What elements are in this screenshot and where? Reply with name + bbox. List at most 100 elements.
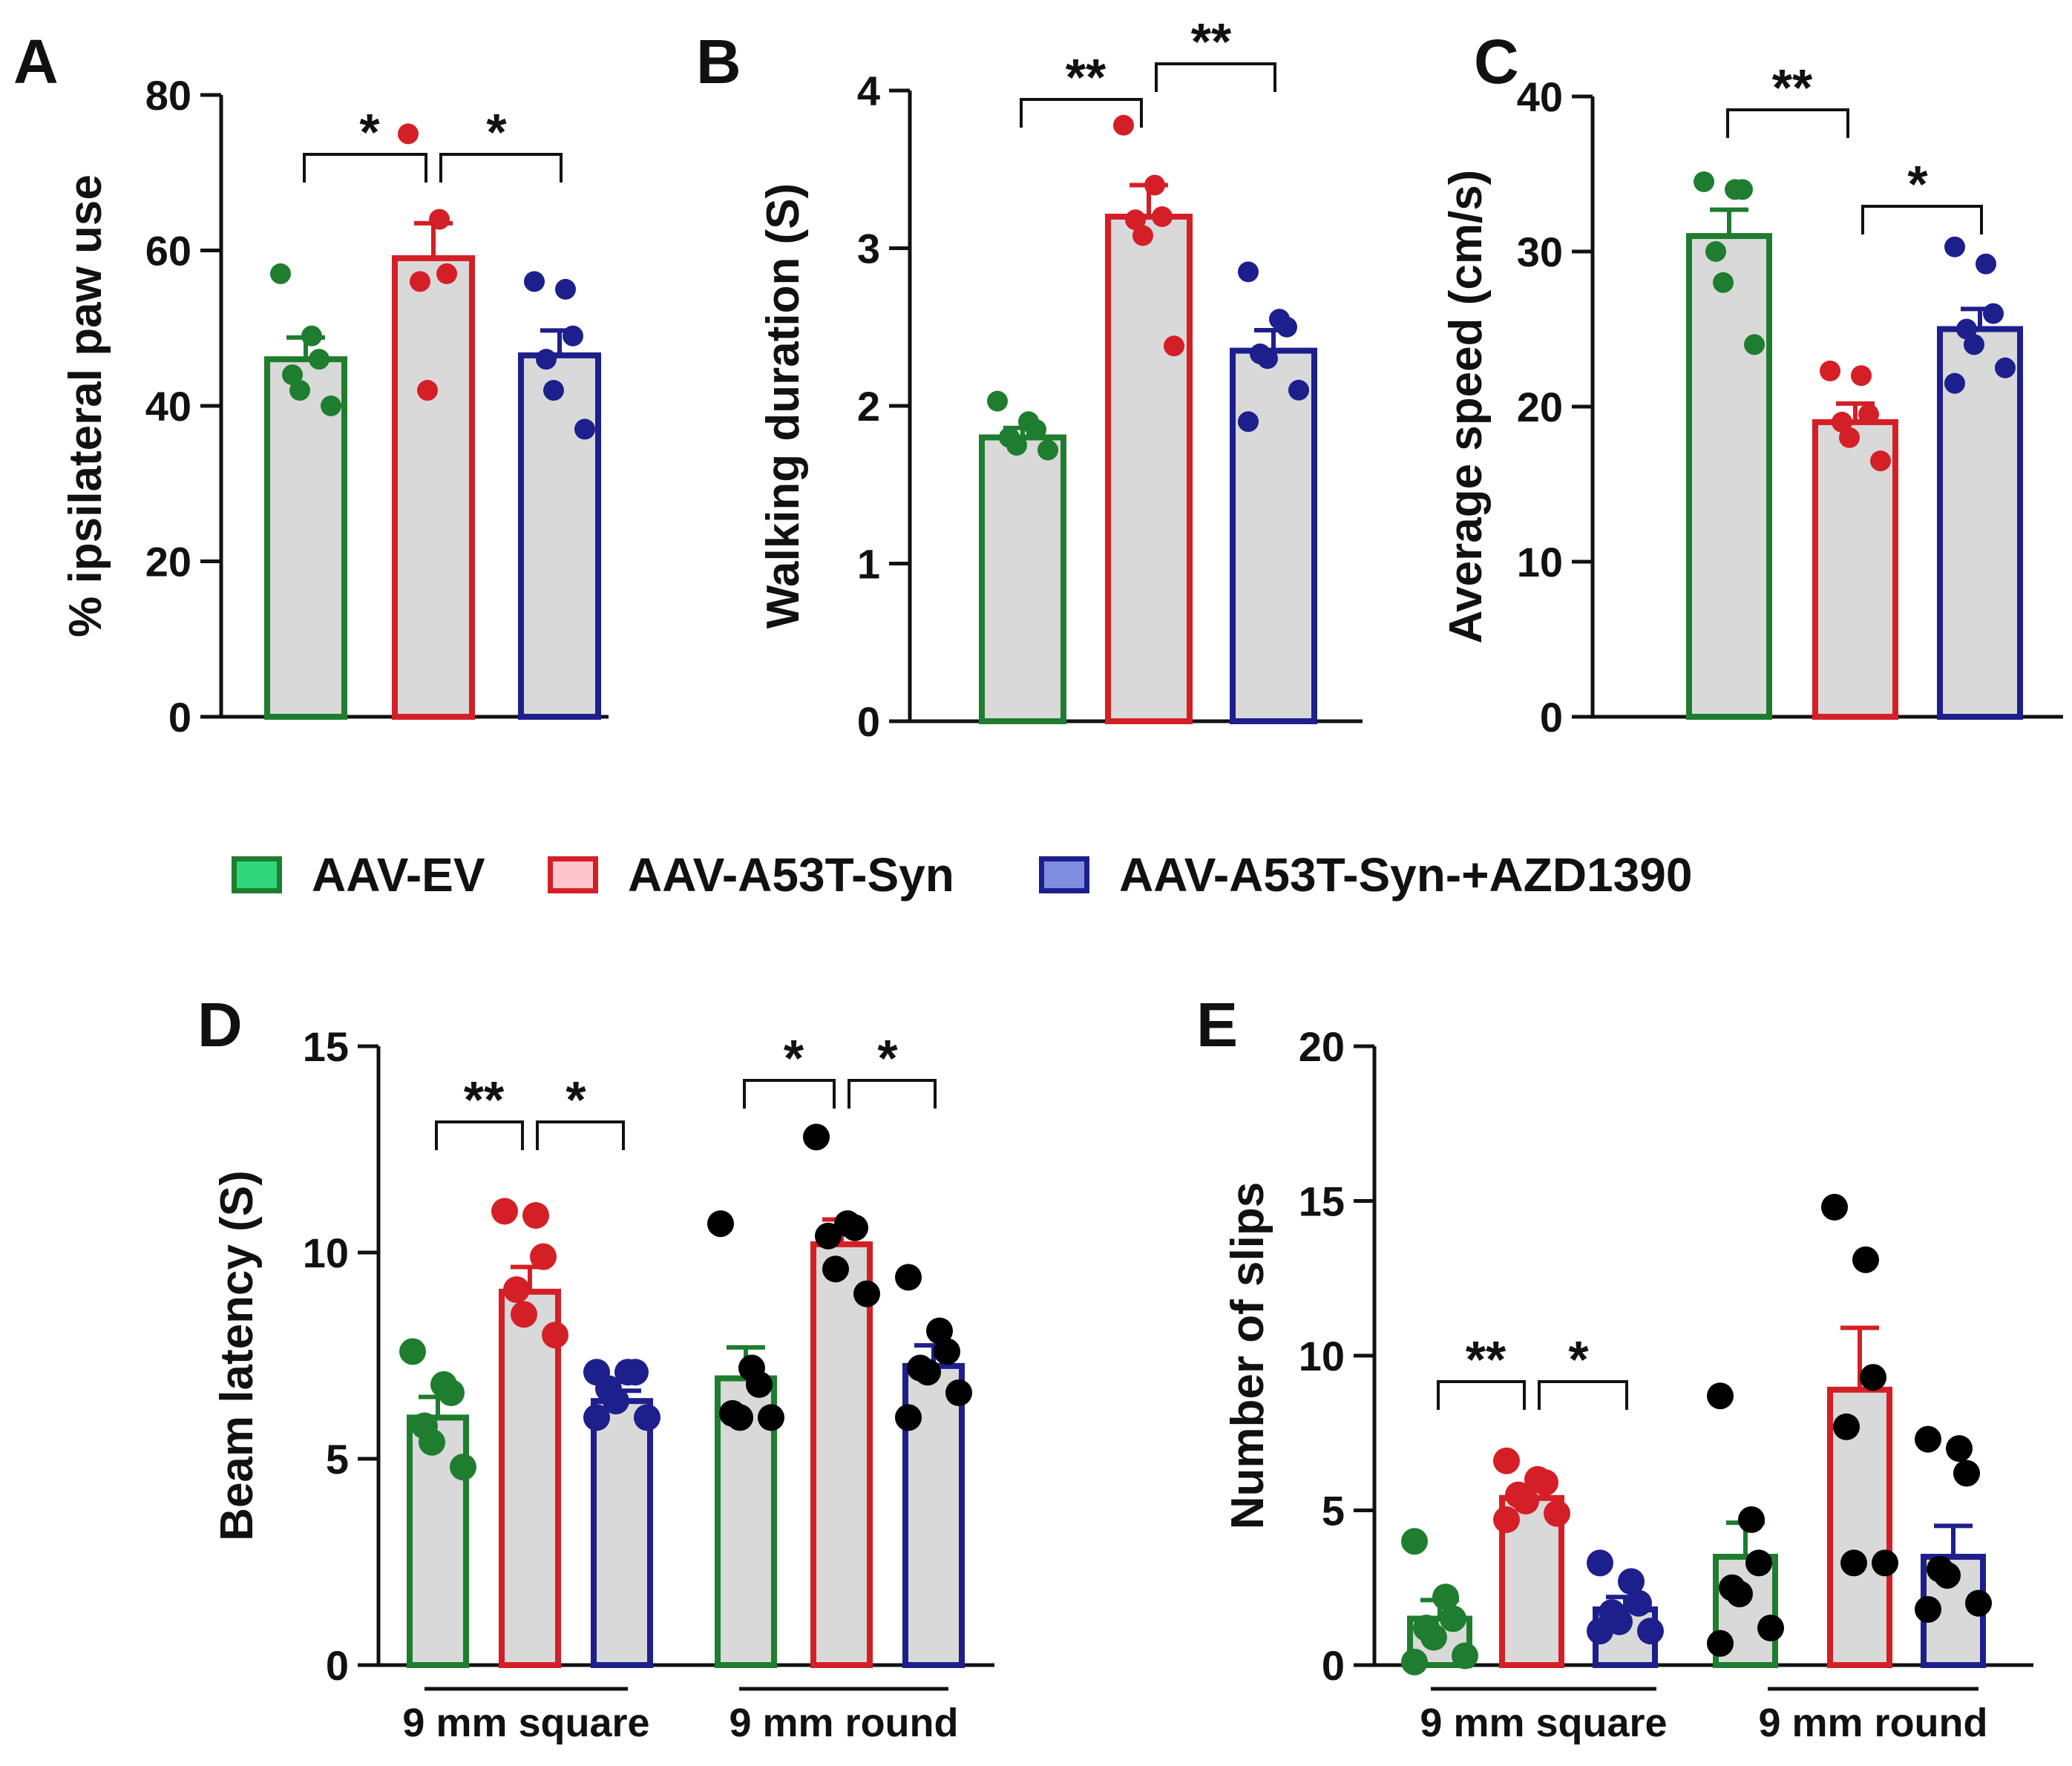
chart-panel-e: E 0 5 10 15 20 Number of slips 9 mm square 9 mm … — [1196, 990, 2033, 1745]
panel-d-sig-label: * — [565, 1071, 586, 1129]
panel-d-data-point — [914, 1359, 941, 1386]
panel-a-data-point — [574, 418, 595, 440]
panel-e-group-label: 9 mm round — [1758, 1701, 1987, 1745]
panel-c-sig-bracket — [1726, 108, 1849, 138]
panel-a-data-point — [270, 263, 291, 284]
panel-e-data-point — [1840, 1549, 1867, 1577]
panel-e-data-point — [1860, 1364, 1886, 1391]
panel-a-data-point — [536, 349, 557, 370]
panel-e-data-point — [1965, 1589, 1992, 1617]
panel-c-data-point — [1705, 241, 1726, 262]
legend-label-aav-a53t-syn: AAV-A53T-Syn — [628, 848, 954, 902]
panel-b-data-point — [1132, 225, 1153, 246]
legend-swatch-aav-a53t-syn — [548, 856, 598, 893]
panel-a-data-point — [429, 209, 450, 230]
panel-c-data-point — [1851, 365, 1872, 387]
panel-e-data-point — [1707, 1629, 1734, 1657]
panel-b-sig-bracket — [1020, 98, 1143, 128]
panel-b-sig-label: ** — [1066, 48, 1107, 106]
panel-c-data-point — [1976, 253, 1996, 275]
panel-d-sig-label: ** — [464, 1071, 505, 1129]
panel-a-sig-bracket — [439, 153, 563, 183]
panel-c-data-point — [1995, 357, 2016, 378]
legend-item-aav-ev: AAV-EV — [232, 847, 485, 902]
panel-d-group-label: 9 mm square — [402, 1701, 649, 1745]
panel-a-data-point — [543, 380, 564, 401]
panel-a-data-point — [410, 271, 430, 292]
panel-b-y-label: Walking duration (S) — [758, 183, 809, 628]
panel-d-y-tick-label: 10 — [303, 1230, 349, 1276]
legend-label-aav-a53t-syn-azd1390: AAV-A53T-Syn-+AZD1390 — [1119, 848, 1693, 902]
panel-a-bar — [264, 356, 347, 720]
panel-e-data-point — [1452, 1642, 1478, 1670]
panel-a-bar — [392, 255, 475, 720]
panel-d-sig-bracket — [536, 1120, 625, 1150]
panel-e-data-point — [1915, 1425, 1941, 1453]
panel-c-bar — [1686, 233, 1772, 720]
panel-d-sig-bracket — [848, 1079, 937, 1109]
panel-d-data-point — [934, 1338, 960, 1365]
panel-d-sig-bracket — [743, 1079, 836, 1109]
panel-b-data-point — [1238, 411, 1259, 433]
panel-d-data-point — [511, 1301, 537, 1328]
panel-d-group-label: 9 mm round — [729, 1701, 958, 1745]
panel-a-data-point — [563, 325, 583, 347]
panel-a-data-point — [436, 263, 457, 284]
panel-b-letter: B — [696, 27, 741, 96]
panel-d-data-point — [822, 1255, 849, 1283]
panel-c-y-tick-label: 40 — [1517, 73, 1563, 120]
panel-e-data-point — [1872, 1549, 1898, 1577]
panel-a-y-tick-label: 60 — [145, 228, 191, 275]
panel-e-sig-label: * — [1568, 1330, 1589, 1388]
panel-d-data-point — [746, 1371, 773, 1398]
panel-a-data-point — [309, 349, 330, 370]
panel-e-data-point — [1745, 1549, 1772, 1577]
panel-e-y-label: Number of slips — [1222, 1182, 1273, 1530]
panel-c-bar — [1937, 326, 2023, 720]
panel-e-y-tick-label: 0 — [1322, 1642, 1345, 1689]
panel-c-data-point — [1964, 334, 1984, 355]
panel-e-data-point — [1532, 1468, 1558, 1496]
panel-d-data-point — [853, 1280, 880, 1307]
panel-e-y-tick-label: 20 — [1299, 1023, 1345, 1070]
panel-c-sig-label: * — [1907, 155, 1928, 213]
panel-d-data-point — [758, 1404, 784, 1431]
panel-c-data-point — [1832, 411, 1852, 433]
panel-a-y-tick-label: 40 — [145, 383, 191, 430]
panel-e-data-point — [1852, 1246, 1879, 1273]
panel-e-data-point — [1953, 1460, 1980, 1487]
panel-e-data-point — [1738, 1506, 1765, 1534]
panel-d-data-point — [603, 1388, 629, 1415]
panel-c-data-point — [1870, 450, 1891, 472]
panel-b-data-point — [1006, 435, 1027, 456]
panel-c-data-point — [1944, 236, 1965, 257]
panel-e-data-point — [1934, 1562, 1961, 1589]
panel-c-y-tick-label: 0 — [1540, 694, 1563, 741]
panel-d-y-tick-label: 0 — [326, 1642, 349, 1689]
panel-a-y-label: % ipsilateral paw use — [60, 174, 111, 637]
panel-c-y-tick-label: 10 — [1517, 539, 1563, 585]
panel-b-y-tick-label: 2 — [857, 383, 880, 430]
panel-e-data-point — [1707, 1382, 1734, 1410]
panel-a-data-point — [282, 364, 303, 386]
panel-d-bar — [499, 1288, 561, 1668]
panel-c-data-point — [1713, 272, 1734, 293]
panel-c-letter: C — [1474, 27, 1519, 96]
panel-a-data-point — [398, 123, 419, 145]
panel-d-bar — [591, 1398, 653, 1669]
panel-a-data-point — [289, 380, 310, 401]
panel-d-data-point — [895, 1264, 922, 1291]
panel-b-data-point — [1144, 174, 1165, 196]
panel-c-data-point — [1694, 171, 1714, 192]
panel-e-data-point — [1637, 1618, 1664, 1645]
panel-b-data-point — [1152, 206, 1173, 227]
panel-d-data-point — [622, 1359, 649, 1386]
panel-e-data-point — [1493, 1506, 1520, 1534]
panel-a-sig-label: * — [486, 103, 507, 161]
panel-e-data-point — [1618, 1568, 1645, 1595]
panel-e-y-tick-label: 5 — [1322, 1488, 1345, 1534]
legend-item-aav-a53t-syn-azd1390: AAV-A53T-Syn-+AZD1390 — [1039, 847, 1692, 902]
panel-d-y-label: Beam latency (S) — [212, 1170, 263, 1541]
panel-e-y-tick-label: 15 — [1299, 1178, 1345, 1225]
